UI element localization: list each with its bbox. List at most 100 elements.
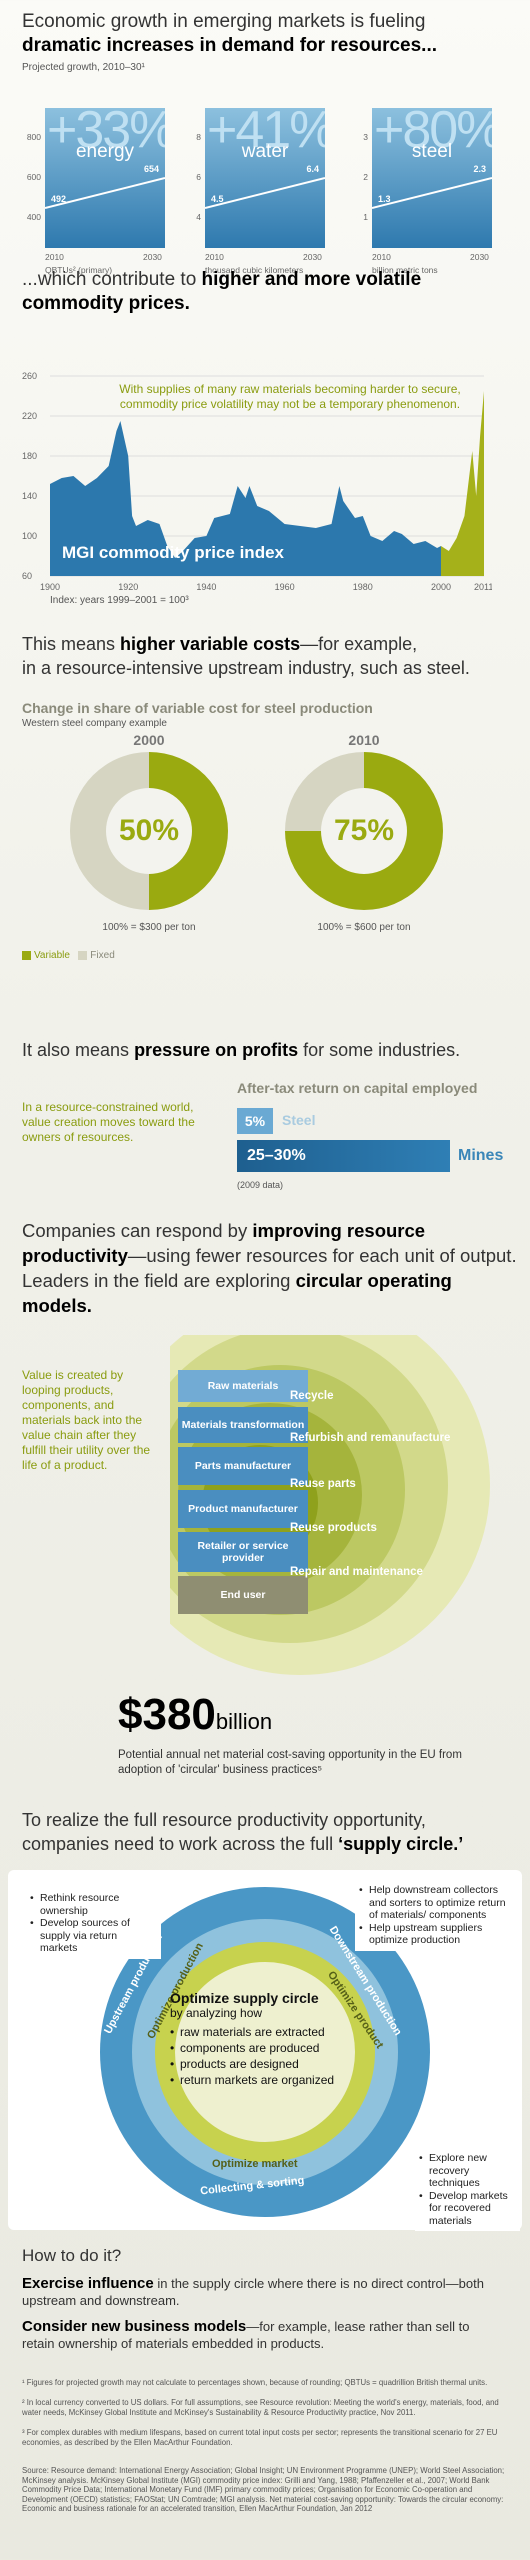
steel-bar: 5%	[237, 1108, 273, 1134]
growth-percent: +33%	[47, 108, 165, 159]
unit-label: QBTUs² (primary)	[45, 265, 113, 275]
callout-item: Rethink resource ownership	[30, 1892, 157, 1917]
x-tick-start: 2010	[45, 252, 64, 262]
index-note: Index: years 1999–2001 = 100³	[50, 595, 189, 606]
start-value: 4.5	[211, 194, 224, 204]
y-tick-label: 100	[22, 531, 37, 541]
pie-center-value: 75%	[321, 788, 407, 874]
ladder-step: Materials transformation	[178, 1407, 308, 1443]
pie-note: 100% = $300 per ton	[102, 922, 196, 933]
x-tick-label: 1980	[353, 582, 373, 592]
loop-label: Recycle	[290, 1390, 334, 1402]
loop-label: Reuse parts	[290, 1478, 356, 1490]
how-title: How to do it?	[22, 2246, 122, 2265]
y-tick-label: 180	[22, 451, 37, 461]
value-creation-note: In a resource-constrained world, value c…	[22, 1100, 195, 1144]
volatility-note: With supplies of many raw materials beco…	[119, 382, 461, 411]
growth-box-steel: +80% steel 1.3 2.3	[372, 108, 492, 248]
footnote-1: ¹ Figures for projected growth may not c…	[22, 2378, 488, 2387]
end-value: 6.4	[306, 164, 319, 174]
callout-item: Explore new recovery techniques	[419, 2152, 516, 2190]
section1-heading: Economic growth in emerging markets is f…	[22, 11, 438, 56]
bar-note: (2009 data)	[237, 1180, 284, 1190]
y-tick: 400	[26, 212, 41, 222]
section3-heading: This means higher variable costs—for exa…	[22, 634, 470, 678]
growth-name: water	[241, 141, 289, 162]
callout-list: Help downstream collectors and sorters t…	[359, 1884, 516, 1947]
unit-label: thousand cubic kilometers	[205, 265, 304, 275]
pie-subtitle: Western steel company example	[22, 718, 167, 729]
y-tick: 1	[363, 212, 368, 222]
pie-2010: 75%	[285, 752, 443, 910]
pie-title: Change in share of variable cost for ste…	[22, 700, 373, 716]
index-label: MGI commodity price index	[62, 543, 285, 562]
pie-legend: Variable Fixed	[22, 950, 115, 961]
unit-label: billion metric tons	[372, 265, 438, 275]
x-tick-start: 2010	[372, 252, 391, 262]
y-tick: 2	[363, 172, 368, 182]
callout-item: Help upstream suppliers optimize product…	[359, 1922, 516, 1947]
y-tick-label: 220	[22, 411, 37, 421]
center-list-item: return markets are organized	[170, 2072, 360, 2088]
section4-heading: It also means pressure on profits for so…	[22, 1040, 461, 1060]
growth-line	[205, 177, 325, 209]
callout-item: Develop markets for recovered materials	[419, 2190, 516, 2228]
section5-heading: Companies can respond by improving resou…	[22, 1220, 517, 1316]
start-value: 1.3	[378, 194, 391, 204]
section6-heading: To realize the full resource productivit…	[22, 1810, 464, 1854]
x-tick-label: 1940	[196, 582, 216, 592]
y-tick-label: 60	[22, 571, 32, 581]
growth-line	[45, 177, 165, 209]
growth-percent: +80%	[374, 108, 492, 159]
growth-percent: +41%	[207, 108, 325, 159]
growth-box-energy: +33% energy 492 654	[45, 108, 165, 248]
x-tick-label: 1960	[275, 582, 295, 592]
y-tick-label: 140	[22, 491, 37, 501]
ladder-step: Retailer or service provider	[178, 1532, 308, 1572]
loop-label: Refurbish and remanufacture	[290, 1432, 451, 1444]
pie-year: 2010	[348, 732, 380, 748]
section1-subtitle: Projected growth, 2010–30¹	[22, 62, 145, 73]
price-area-2000-2011	[440, 391, 484, 576]
y-tick: 3	[363, 132, 368, 142]
savings-note: Potential annual net material cost-savin…	[118, 1749, 462, 1776]
center-text: Optimize supply circle by analyzing how …	[170, 1990, 360, 2088]
growth-name: energy	[75, 141, 135, 162]
loop-label: Reuse products	[290, 1522, 377, 1534]
callout-list: Explore new recovery techniquesDevelop m…	[419, 2152, 516, 2227]
x-tick-start: 2010	[205, 252, 224, 262]
end-value: 654	[143, 164, 159, 174]
footnote-3: ³ For complex durables with medium lifes…	[22, 2428, 498, 2447]
ladder-step: End user	[178, 1576, 308, 1614]
y-tick-label: 260	[22, 371, 37, 381]
how-point-1: Exercise influence in the supply circle …	[22, 2275, 484, 2308]
savings-figure: $380billion	[118, 1690, 273, 1739]
callout-item: Develop sources of supply via return mar…	[30, 1917, 157, 1955]
footnote-2: ² In local currency converted to US doll…	[22, 2398, 499, 2417]
fixed-swatch	[78, 950, 88, 960]
start-value: 492	[51, 194, 67, 204]
y-tick: 8	[196, 132, 201, 142]
commodity-price-chart: 260 220 180 140 100 60 1900 1920 1940 1960 1980 20…	[22, 371, 492, 592]
left-callout: Rethink resource ownershipDevelop source…	[26, 1888, 161, 1959]
optimize-market-label: Optimize market	[212, 2158, 298, 2170]
y-tick: 6	[196, 172, 201, 182]
x-tick-end: 2030	[143, 252, 162, 262]
x-tick-label: 2011	[474, 582, 492, 592]
y-tick: 600	[26, 172, 41, 182]
pie-note: 100% = $600 per ton	[317, 922, 411, 933]
center-list-item: raw materials are extracted	[170, 2024, 360, 2040]
source-note: Source: Resource demand: International E…	[22, 2466, 505, 2514]
right-bottom-callout: Explore new recovery techniquesDevelop m…	[415, 2148, 520, 2231]
x-tick-label: 2000	[431, 582, 451, 592]
pie-center-value: 50%	[106, 788, 192, 874]
y-tick: 800	[26, 132, 41, 142]
ladder-step: Raw materials	[178, 1370, 308, 1402]
mines-bar: 25–30%	[237, 1140, 450, 1172]
callout-list: Rethink resource ownershipDevelop source…	[30, 1892, 157, 1955]
center-list: raw materials are extractedcomponents ar…	[170, 2024, 360, 2088]
callout-item: Help downstream collectors and sorters t…	[359, 1884, 516, 1922]
mines-label: Mines	[458, 1147, 504, 1164]
how-point-2: Consider new business models—for example…	[22, 2318, 470, 2351]
x-tick-end: 2030	[303, 252, 322, 262]
